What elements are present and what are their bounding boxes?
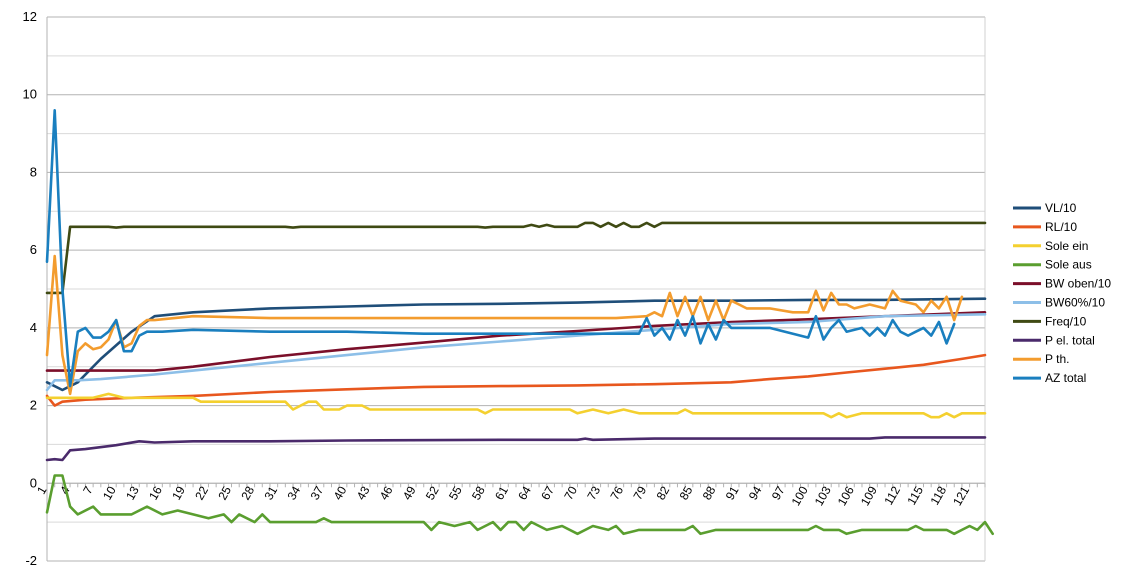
x-tick-label: 22 bbox=[192, 484, 211, 503]
x-tick-label: 10 bbox=[100, 484, 119, 503]
x-tick-label: 64 bbox=[515, 484, 534, 503]
x-tick-label: 28 bbox=[238, 484, 257, 503]
x-tick-label: 31 bbox=[261, 484, 280, 503]
series-line-7 bbox=[45, 221, 987, 295]
x-tick-label: 100 bbox=[789, 484, 811, 509]
legend-label: P el. total bbox=[1045, 333, 1095, 347]
legend-label: Freq/10 bbox=[1045, 314, 1087, 328]
x-tick-label: 16 bbox=[146, 484, 165, 503]
x-tick-label: 76 bbox=[607, 484, 626, 503]
x-tick-label: 67 bbox=[538, 484, 557, 503]
x-tick-label: 46 bbox=[377, 484, 396, 503]
y-tick-label: -2 bbox=[25, 553, 37, 568]
x-tick-label: 73 bbox=[584, 484, 603, 503]
legend-label: AZ total bbox=[1045, 371, 1086, 385]
y-tick-label: 8 bbox=[30, 164, 37, 179]
x-tick-label: 19 bbox=[169, 484, 188, 503]
legend-label: BW60%/10 bbox=[1045, 296, 1105, 310]
x-tick-label: 91 bbox=[723, 484, 742, 503]
series-line-2 bbox=[45, 353, 987, 407]
x-tick-label: 43 bbox=[354, 484, 373, 503]
series-line-5 bbox=[45, 310, 987, 372]
x-tick-label: 70 bbox=[561, 484, 580, 503]
x-tick-label: 25 bbox=[215, 484, 234, 503]
series-line-3 bbox=[45, 392, 987, 419]
x-tick-label: 13 bbox=[123, 484, 142, 503]
x-tick-label: 34 bbox=[285, 484, 304, 503]
x-tick-label: 103 bbox=[812, 484, 834, 509]
y-tick-label: 4 bbox=[30, 320, 37, 335]
series-lines bbox=[45, 109, 995, 536]
x-tick-label: 88 bbox=[700, 484, 719, 503]
x-tick-label: 109 bbox=[858, 484, 880, 509]
x-tick-label: 82 bbox=[654, 484, 673, 503]
x-tick-label: 121 bbox=[950, 484, 972, 509]
legend-label: RL/10 bbox=[1045, 220, 1077, 234]
legend-label: P th. bbox=[1045, 352, 1069, 366]
series-line-6 bbox=[45, 312, 987, 392]
x-tick-label: 85 bbox=[677, 484, 696, 503]
y-tick-label: 10 bbox=[23, 87, 37, 102]
series-line-8 bbox=[45, 436, 987, 462]
series-line-4 bbox=[45, 474, 995, 536]
series-line-9 bbox=[45, 254, 964, 396]
series-line-1 bbox=[45, 297, 987, 392]
y-tick-label: 0 bbox=[30, 475, 37, 490]
x-tick-label: 37 bbox=[308, 484, 327, 503]
x-tick-label: 94 bbox=[746, 484, 765, 503]
legend-label: Sole aus bbox=[1045, 258, 1092, 272]
x-tick-label: 55 bbox=[446, 484, 465, 503]
legend-label: BW oben/10 bbox=[1045, 277, 1111, 291]
x-tick-label: 97 bbox=[769, 484, 788, 503]
grid-lines bbox=[47, 16, 985, 562]
x-tick-label: 106 bbox=[835, 484, 857, 509]
x-tick-label: 49 bbox=[400, 484, 419, 503]
x-tick-label: 40 bbox=[331, 484, 350, 503]
x-tick-label: 52 bbox=[423, 484, 442, 503]
x-tick-label: 79 bbox=[630, 484, 649, 503]
y-tick-label: 12 bbox=[23, 9, 37, 24]
y-tick-label: 2 bbox=[30, 398, 37, 413]
series-line-10 bbox=[45, 109, 956, 388]
x-tick-label: 58 bbox=[469, 484, 488, 503]
y-tick-label: 6 bbox=[30, 242, 37, 257]
legend-label: VL/10 bbox=[1045, 201, 1077, 215]
legend-label: Sole ein bbox=[1045, 239, 1088, 253]
x-tick-label: 61 bbox=[492, 484, 511, 503]
legend: VL/10 RL/10 Sole ein Sole aus BW oben/10 BW60… bbox=[1013, 201, 1111, 385]
